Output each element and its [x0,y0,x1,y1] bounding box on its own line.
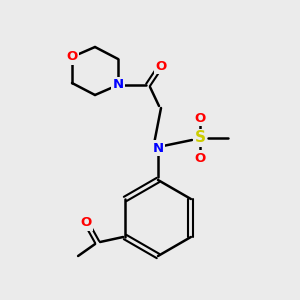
Text: S: S [194,130,206,146]
Text: O: O [194,152,206,164]
Text: O: O [155,59,167,73]
Text: N: N [152,142,164,154]
Text: O: O [80,217,92,230]
Text: N: N [112,79,124,92]
Text: O: O [66,50,78,64]
Text: O: O [194,112,206,124]
